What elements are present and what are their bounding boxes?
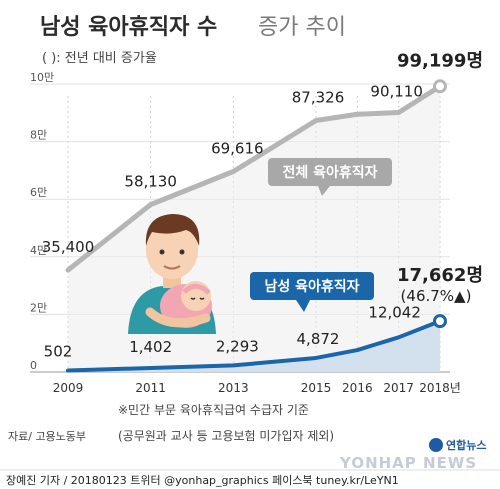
total-value-label: 35,400 xyxy=(42,238,95,256)
male-tag-label: 남성 육아휴직자 xyxy=(264,278,359,295)
total-tag-label: 전체 육아휴직자 xyxy=(282,164,377,181)
y-tick-label: 8만 xyxy=(30,129,47,142)
area-layer xyxy=(68,86,440,372)
total-value-label: 58,130 xyxy=(124,173,177,191)
x-axis-ticks: 2009 2011 2013 2015 2016 2017 2018년 xyxy=(53,381,461,395)
note-line-1: ※민간 부문 육아휴직급여 수급자 기준 xyxy=(118,403,309,417)
value-label-layer: 35,400 58,130 69,616 87,326 90,110 99,199명 502… xyxy=(42,50,483,360)
x-tick-label: 2018년 xyxy=(419,381,461,395)
father-face xyxy=(146,221,198,279)
baby-eye-left xyxy=(190,297,196,300)
father-mouth xyxy=(163,265,181,270)
male-series-line xyxy=(66,319,442,373)
note-line-2: (공무원과 교사 등 고용보험 미가입자 제외) xyxy=(118,429,334,443)
point-layer xyxy=(433,79,447,329)
total-value-label: 90,110 xyxy=(370,82,423,100)
male-tag-pointer xyxy=(296,300,310,312)
father-eye-right xyxy=(179,249,185,255)
total-tag-box xyxy=(268,158,392,186)
chart-title-suffix: 증가 추이 xyxy=(258,15,346,40)
brand-emblem xyxy=(429,438,443,452)
total-tag-pointer xyxy=(318,186,330,196)
male-growth-label: (46.7%▲) xyxy=(401,287,472,305)
brand-logo: 연합뉴스 xyxy=(429,438,486,452)
watermark: YONHAP NEWS xyxy=(339,454,477,472)
y-tick-label: 2만 xyxy=(30,301,47,314)
source-label: 자료/ 고용노동부 xyxy=(8,430,86,443)
male-value-label: 2,293 xyxy=(216,337,259,355)
y-axis-ticks: 0 2만 4만 6만 8만 10만 xyxy=(30,71,54,372)
x-tick-label: 2015 xyxy=(301,381,332,395)
male-value-label: 502 xyxy=(44,343,73,361)
y-tick-label: 10만 xyxy=(30,71,54,84)
y-tick-label: 4만 xyxy=(30,244,47,257)
x-tick-label: 2011 xyxy=(135,381,166,395)
total-series-line xyxy=(65,83,443,273)
total-value-label: 87,326 xyxy=(292,89,345,107)
male-value-label: 1,402 xyxy=(129,338,172,356)
father-eye-left xyxy=(159,249,165,255)
male-series-endpoint xyxy=(433,314,447,329)
total-value-label: 69,616 xyxy=(211,140,264,158)
credit-line: 장예진 기자 / 20180123 트위터 @yonhap_graphics 페… xyxy=(6,474,399,487)
y-tick-label: 0 xyxy=(30,359,37,372)
y-tick-label: 6만 xyxy=(30,186,47,199)
baby-hood xyxy=(182,283,211,295)
father-hair xyxy=(145,214,200,246)
line-layer xyxy=(65,83,443,373)
x-tick-label: 2013 xyxy=(218,381,249,395)
male-value-label: 4,872 xyxy=(297,330,340,348)
total-value-label: 99,199명 xyxy=(397,50,483,71)
father-baby-illustration xyxy=(128,214,216,334)
male-value-label: 12,042 xyxy=(368,303,421,321)
baby-eye-right xyxy=(199,297,205,300)
x-tick-label: 2017 xyxy=(383,381,414,395)
total-series-endpoint xyxy=(433,79,447,94)
male-value-label: 17,662명 xyxy=(397,265,483,286)
brand-name: 연합뉴스 xyxy=(446,438,486,452)
x-tick-label: 2016 xyxy=(342,381,373,395)
father-arm xyxy=(145,307,211,328)
x-tick-label: 2009 xyxy=(53,381,84,395)
male-series-tag: 남성 육아휴직자 xyxy=(250,272,374,312)
male-series-area xyxy=(68,321,440,372)
total-series-tag: 전체 육아휴직자 xyxy=(268,158,392,196)
chart-subtitle: ( ): 전년 대비 증가율 xyxy=(42,51,157,66)
male-tag-box xyxy=(250,272,374,300)
chart-title: 남성 육아휴직자 수 xyxy=(40,15,217,40)
total-series-area xyxy=(68,86,440,372)
